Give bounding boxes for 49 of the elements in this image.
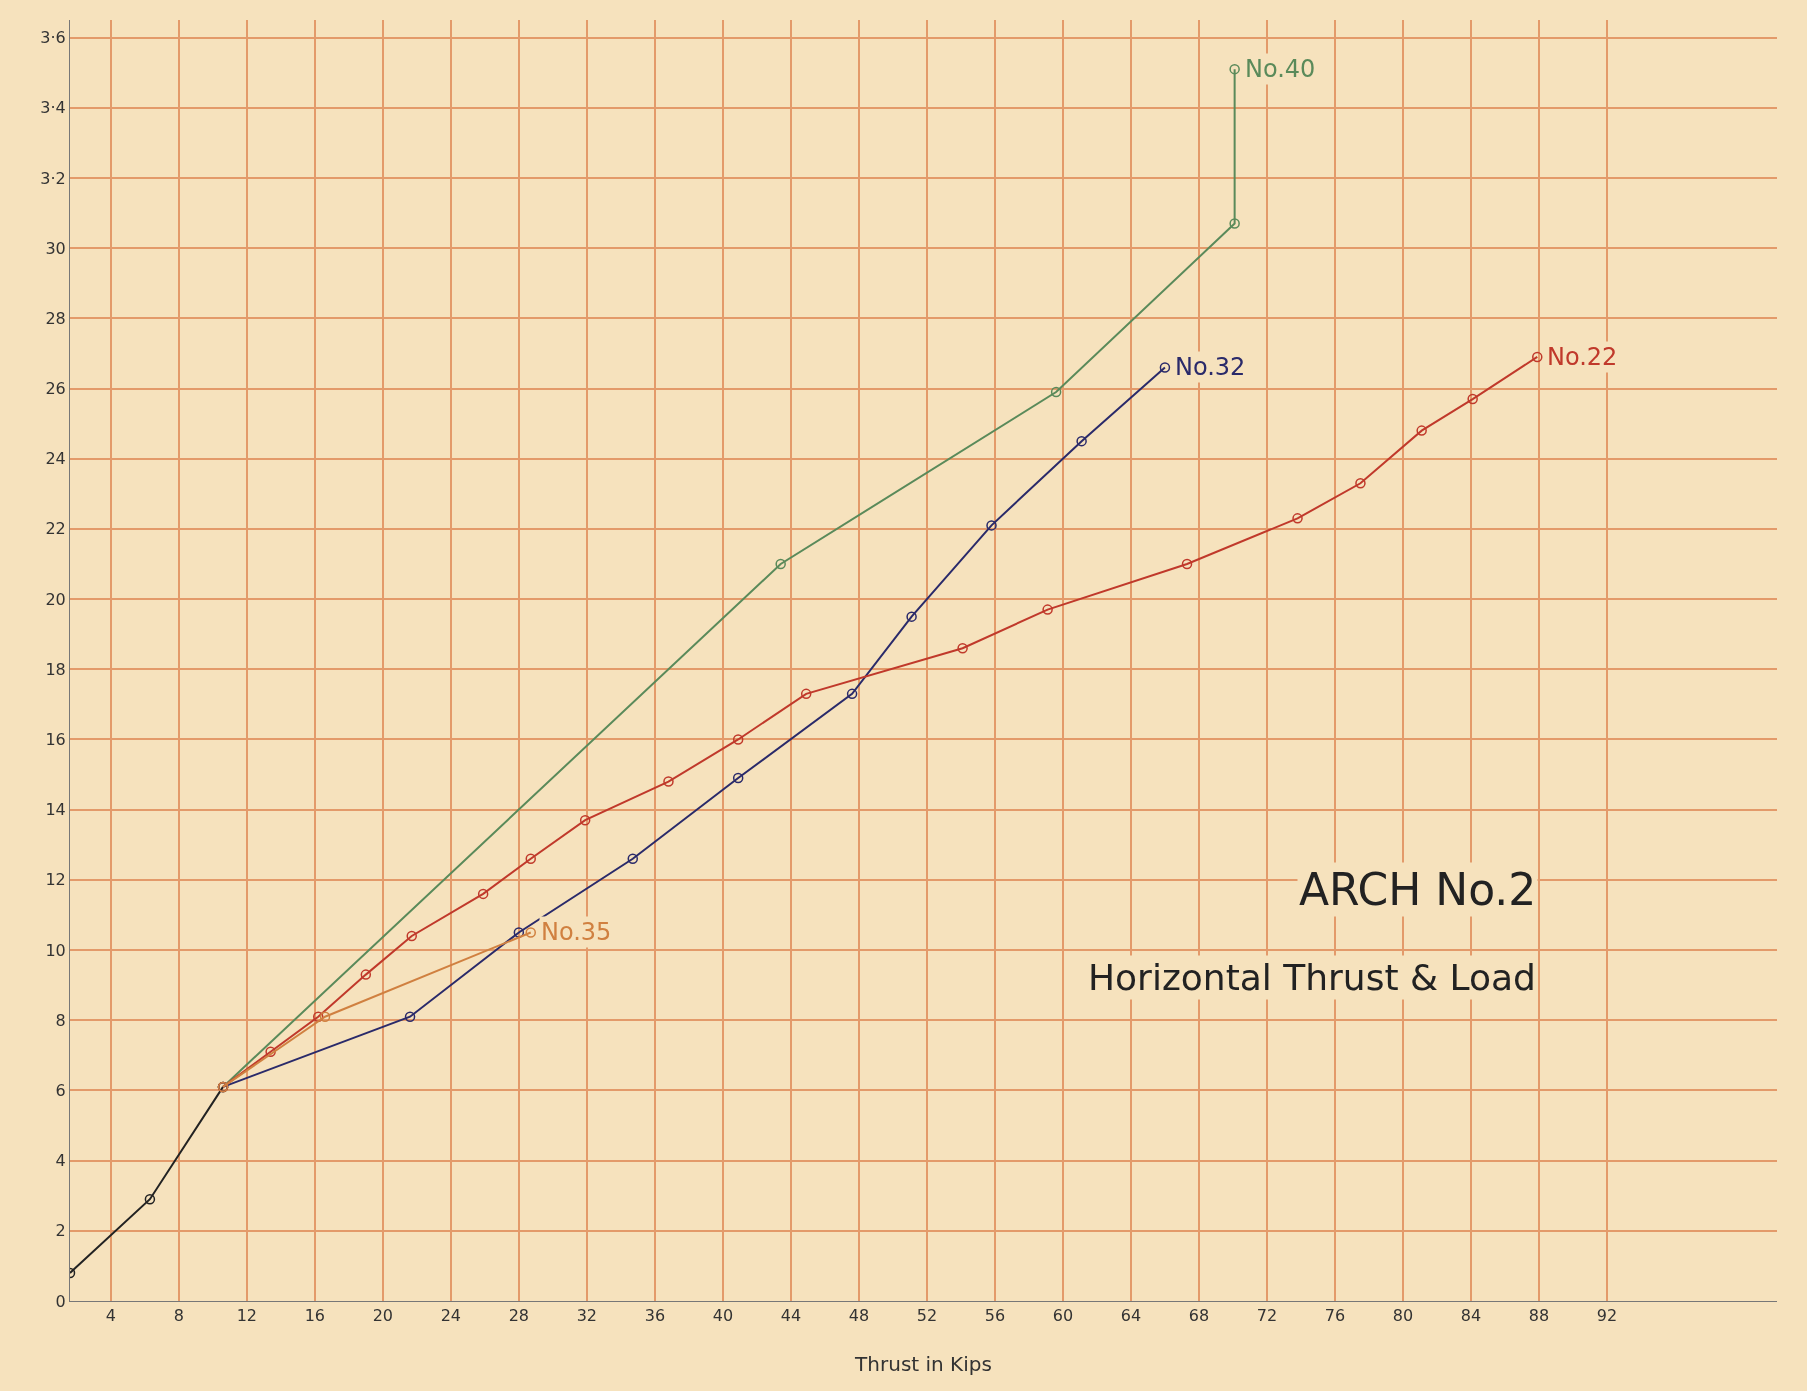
y-tick-label: 4 <box>55 1151 66 1171</box>
x-axis-title: Thrust in Kips <box>854 1352 992 1376</box>
y-tick-label: 3·2 <box>40 168 66 188</box>
x-tick-label: 68 <box>1188 1306 1210 1326</box>
text: Horizontal Thrust & Load <box>1088 957 1536 998</box>
x-tick-label: 76 <box>1324 1306 1346 1326</box>
x-tick-label: 48 <box>848 1306 870 1326</box>
y-tick-label: 10 <box>45 940 66 960</box>
y-tick-label: 6 <box>55 1081 66 1101</box>
x-tick-label: 64 <box>1120 1306 1142 1326</box>
x-tick-label: 32 <box>576 1306 598 1326</box>
x-tick-label: 12 <box>236 1306 257 1326</box>
x-tick-label: 16 <box>304 1306 326 1326</box>
y-tick-label: 20 <box>45 589 66 609</box>
y-tick-label: 16 <box>45 730 66 750</box>
y-tick-label: 18 <box>45 659 66 679</box>
y-tick-label: 0 <box>55 1291 66 1311</box>
series-label: No.32 <box>1175 353 1246 381</box>
y-tick-label: 26 <box>45 379 66 399</box>
x-tick-label: 88 <box>1528 1306 1550 1326</box>
x-tick-label: 4 <box>105 1306 116 1326</box>
x-tick-label: 84 <box>1460 1306 1482 1326</box>
y-tick-label: 8 <box>55 1010 66 1030</box>
x-tick-label: 20 <box>372 1306 394 1326</box>
x-tick-label: 28 <box>508 1306 530 1326</box>
y-tick-label: 3·4 <box>40 98 66 118</box>
series-label: No.22 <box>1547 343 1618 371</box>
series-label: No.40 <box>1245 55 1316 83</box>
x-tick-label: 40 <box>712 1306 734 1326</box>
x-tick-label: 56 <box>984 1306 1006 1326</box>
x-tick-label: 44 <box>780 1306 802 1326</box>
x-tick-label: 80 <box>1392 1306 1414 1326</box>
x-tick-label: 36 <box>644 1306 666 1326</box>
x-tick-label: 52 <box>916 1306 938 1326</box>
y-tick-label: 2 <box>55 1221 66 1241</box>
x-tick-label: 92 <box>1596 1306 1618 1326</box>
x-tick-label: 60 <box>1052 1306 1074 1326</box>
y-tick-label: 12 <box>45 870 66 890</box>
x-tick-label: 8 <box>173 1306 184 1326</box>
y-tick-label: 3·6 <box>40 28 66 48</box>
y-tick-label: 30 <box>45 238 66 258</box>
series-label: No.35 <box>541 918 612 946</box>
text: ARCH No.2 <box>1299 864 1537 915</box>
y-tick-label: 24 <box>45 449 66 469</box>
x-tick-label: 72 <box>1256 1306 1278 1326</box>
y-tick-label: 22 <box>45 519 66 539</box>
y-tick-label: 28 <box>45 308 66 328</box>
y-tick-label: 14 <box>45 800 66 820</box>
x-tick-label: 24 <box>440 1306 462 1326</box>
